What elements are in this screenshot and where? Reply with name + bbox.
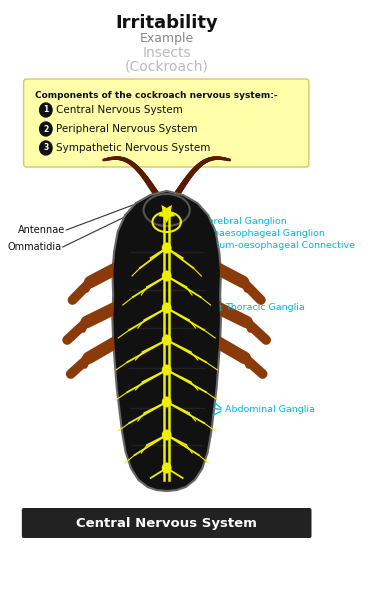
Text: Subaesophageal Ganglion: Subaesophageal Ganglion: [201, 229, 325, 238]
Text: Antennae: Antennae: [18, 225, 65, 235]
Circle shape: [162, 302, 171, 313]
Text: Components of the cockroach nervous system:-: Components of the cockroach nervous syst…: [35, 91, 278, 100]
Text: Example: Example: [140, 32, 194, 45]
Polygon shape: [113, 192, 220, 490]
Polygon shape: [113, 192, 220, 490]
Text: (Cockroach): (Cockroach): [125, 60, 209, 74]
Circle shape: [162, 364, 171, 376]
Circle shape: [162, 242, 171, 253]
Circle shape: [162, 463, 171, 473]
Circle shape: [162, 271, 171, 281]
Text: Irritability: Irritability: [115, 14, 218, 32]
Text: Central Nervous System: Central Nervous System: [76, 517, 257, 529]
Circle shape: [40, 122, 52, 136]
Polygon shape: [158, 205, 175, 223]
Circle shape: [162, 430, 171, 440]
Circle shape: [162, 335, 171, 346]
Ellipse shape: [144, 194, 190, 226]
FancyBboxPatch shape: [24, 79, 309, 167]
FancyBboxPatch shape: [22, 508, 311, 538]
Text: Sympathetic Nervous System: Sympathetic Nervous System: [56, 143, 210, 153]
Text: 2: 2: [43, 124, 48, 133]
Circle shape: [162, 397, 171, 407]
Text: 3: 3: [43, 143, 48, 152]
Circle shape: [40, 141, 52, 155]
Text: Ommatidia: Ommatidia: [8, 242, 62, 252]
Text: Peripheral Nervous System: Peripheral Nervous System: [56, 124, 197, 134]
Text: Cerebral Ganglion: Cerebral Ganglion: [201, 217, 287, 226]
Text: Insects: Insects: [142, 46, 191, 60]
Text: 1: 1: [43, 106, 48, 115]
Text: Circum-oesophageal Connective: Circum-oesophageal Connective: [201, 241, 355, 251]
Text: Abdominal Ganglia: Abdominal Ganglia: [225, 406, 315, 415]
Text: Thoracic Ganglia: Thoracic Ganglia: [225, 304, 305, 313]
Text: Central Nervous System: Central Nervous System: [56, 105, 182, 115]
Circle shape: [40, 103, 52, 117]
